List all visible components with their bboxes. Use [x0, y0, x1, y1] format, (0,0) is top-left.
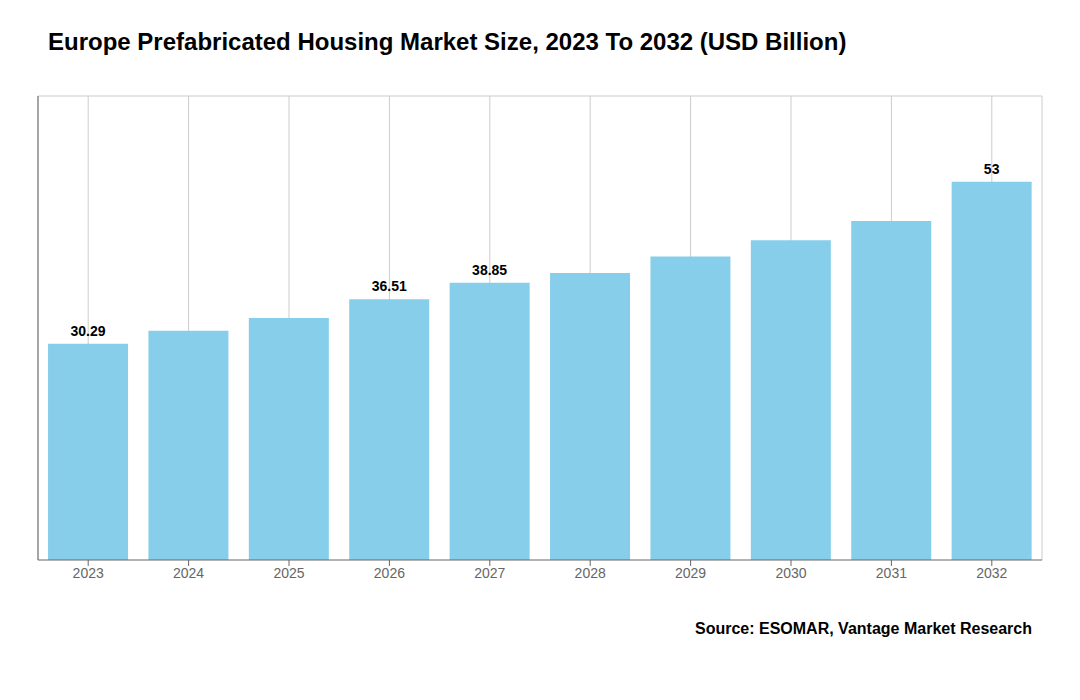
svg-text:36.51: 36.51	[372, 278, 407, 294]
svg-text:2029: 2029	[675, 565, 706, 581]
html-text:Europe Prefabricated Housing M: Europe Prefabricated Housing Market Size…	[48, 28, 847, 55]
svg-text:38.85: 38.85	[472, 262, 507, 278]
svg-text:2025: 2025	[273, 565, 304, 581]
svg-text:2023: 2023	[73, 565, 104, 581]
html-text:Source: ESOMAR, Vantage Market: Source: ESOMAR, Vantage Market Research	[695, 620, 1032, 637]
svg-text:53: 53	[984, 161, 1000, 177]
svg-text:2031: 2031	[876, 565, 907, 581]
svg-text:2024: 2024	[173, 565, 204, 581]
svg-text:2026: 2026	[374, 565, 405, 581]
svg-text:2028: 2028	[575, 565, 606, 581]
svg-text:30.29: 30.29	[71, 323, 106, 339]
svg-text:2027: 2027	[474, 565, 505, 581]
svg-text:2032: 2032	[976, 565, 1007, 581]
svg-text:2030: 2030	[775, 565, 806, 581]
